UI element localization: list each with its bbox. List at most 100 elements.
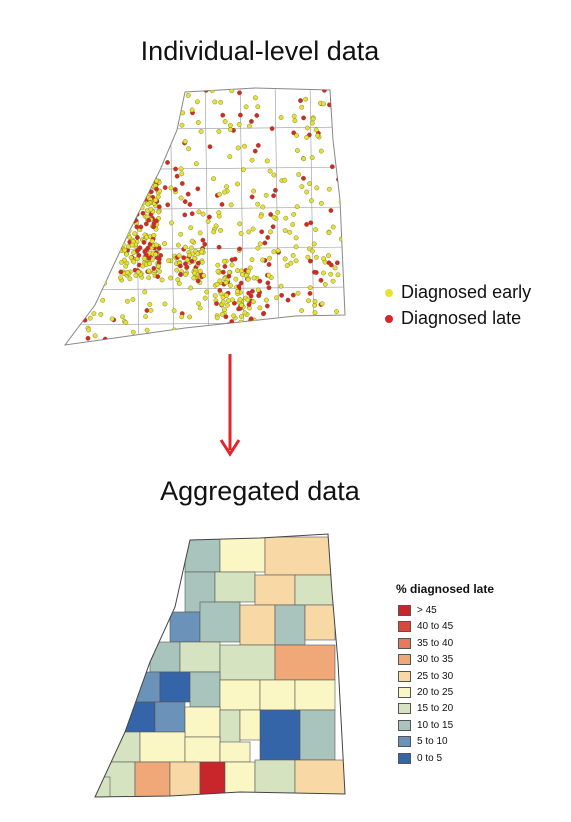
- late-case-point: [248, 316, 254, 322]
- early-case-point: [162, 301, 168, 307]
- tract-cell: [149, 641, 181, 673]
- late-case-point: [185, 191, 191, 197]
- early-case-point: [312, 310, 318, 316]
- early-case-point: [216, 191, 222, 197]
- early-case-point: [335, 272, 341, 278]
- legend-class-row: 30 to 35: [398, 654, 453, 666]
- county-outline: [63, 87, 346, 346]
- early-case-point: [214, 281, 220, 287]
- early-case-point: [292, 334, 298, 340]
- early-case-point: [321, 101, 326, 107]
- early-case-point: [299, 104, 305, 110]
- late-case-point: [120, 231, 126, 237]
- early-case-point: [218, 227, 224, 233]
- early-case-point: [293, 244, 299, 250]
- early-case-point: [152, 170, 158, 176]
- early-case-point: [233, 276, 239, 282]
- late-case-point: [308, 220, 314, 226]
- early-case-point: [187, 314, 193, 320]
- early-case-point: [153, 251, 159, 257]
- early-case-point: [98, 311, 104, 317]
- early-case-point: [120, 190, 126, 196]
- early-case-point: [211, 229, 217, 235]
- early-case-point: [95, 154, 101, 160]
- cell-group: [95, 536, 345, 797]
- early-case-point: [333, 112, 338, 118]
- late-case-point: [239, 323, 245, 329]
- early-case-point: [102, 153, 108, 158]
- early-case-point: [168, 275, 174, 281]
- tract-cell: [219, 536, 266, 573]
- late-case-point: [154, 186, 159, 192]
- late-case-point: [182, 212, 188, 218]
- late-case-point: [189, 258, 195, 264]
- late-case-point: [173, 166, 179, 172]
- early-case-point: [143, 314, 149, 320]
- early-case-point: [249, 157, 255, 163]
- legend-class-label: > 45: [417, 605, 437, 616]
- legend-label-early: Diagnosed early: [401, 282, 532, 302]
- tract-cell: [219, 709, 241, 746]
- early-case-point: [153, 197, 159, 203]
- late-case-point: [207, 144, 213, 150]
- late-case-point: [169, 125, 174, 131]
- early-case-point: [179, 122, 185, 128]
- late-case-point: [249, 288, 255, 294]
- early-case-point: [142, 289, 148, 295]
- early-case-point: [238, 230, 244, 236]
- early-case-point: [258, 213, 264, 219]
- early-case-point: [196, 301, 202, 307]
- early-case-point: [274, 326, 280, 332]
- early-case-point: [294, 133, 300, 138]
- legend-class-row: > 45: [398, 605, 437, 616]
- late-case-point: [264, 303, 270, 309]
- early-case-point: [192, 270, 198, 276]
- early-case-point: [314, 185, 320, 191]
- early-case-point: [163, 333, 169, 339]
- early-case-point: [134, 94, 139, 100]
- early-case-point: [284, 263, 290, 269]
- early-case-point: [129, 216, 135, 222]
- early-case-point: [102, 280, 107, 286]
- individual-points-map: [63, 87, 346, 346]
- late-case-point: [134, 188, 140, 194]
- early-case-point: [239, 302, 244, 308]
- late-case-point: [102, 189, 108, 195]
- late-case-point: [301, 175, 306, 181]
- early-case-point: [130, 297, 136, 302]
- early-case-point: [332, 265, 338, 271]
- top-map-title: Individual-level data: [140, 36, 380, 66]
- late-case-point: [164, 88, 170, 94]
- early-case-point: [192, 255, 198, 261]
- early-case-point: [140, 139, 146, 145]
- legend-class-label: 10 to 15: [417, 719, 454, 731]
- early-case-point: [304, 135, 310, 140]
- early-case-point: [295, 327, 301, 332]
- legend-item-late: Diagnosed late: [385, 308, 521, 329]
- early-case-point: [112, 212, 117, 218]
- early-case-point: [121, 171, 127, 177]
- early-case-point: [255, 287, 261, 293]
- late-case-point: [134, 224, 140, 230]
- early-case-point: [278, 283, 284, 289]
- early-case-point: [267, 255, 273, 261]
- late-case-point: [138, 224, 144, 230]
- early-case-point: [91, 311, 97, 317]
- early-case-point: [218, 99, 224, 105]
- early-case-point: [246, 123, 252, 129]
- early-case-point: [312, 302, 318, 308]
- tract-cell: [294, 679, 336, 711]
- early-case-point: [197, 230, 203, 236]
- late-case-point: [148, 189, 154, 195]
- late-case-point: [172, 187, 178, 192]
- early-case-point: [183, 272, 189, 277]
- early-case-point: [94, 111, 99, 116]
- late-case-point: [136, 252, 142, 258]
- tract-cell: [189, 671, 221, 708]
- early-case-point: [198, 330, 203, 336]
- late-case-point: [110, 108, 116, 114]
- early-case-point: [118, 275, 123, 281]
- early-case-point: [139, 176, 145, 182]
- late-case-point: [195, 278, 201, 284]
- late-case-point: [268, 212, 274, 217]
